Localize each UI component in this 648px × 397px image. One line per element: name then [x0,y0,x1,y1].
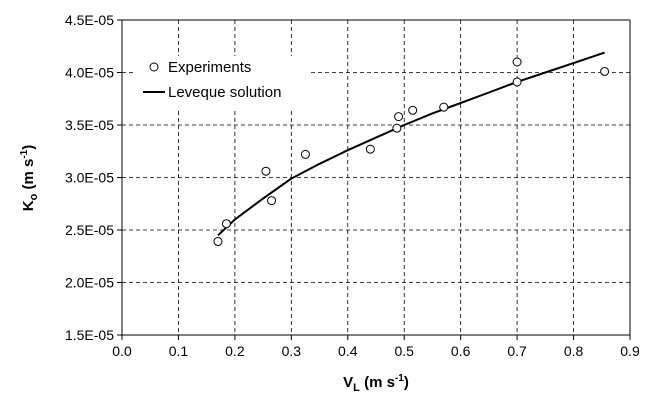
experiment-point [394,112,404,122]
legend-label-experiments: Experiments [168,59,251,76]
y-tick-label: 3.0E-05 [65,170,114,186]
y-tick-label: 4.0E-05 [65,65,114,81]
x-tick-label: 0.6 [451,343,471,359]
x-tick-label: 0.3 [282,343,302,359]
experiment-point [213,237,223,247]
experiment-point [365,144,375,154]
y-tick-label: 3.5E-05 [65,117,114,133]
experiment-point [300,149,310,159]
x-tick-label: 0.4 [338,343,358,359]
x-tick-label: 0.7 [507,343,527,359]
x-tick-label: 0.2 [225,343,245,359]
experiment-point [512,57,522,67]
y-tick-label: 1.5E-05 [65,327,114,343]
x-tick-label: 0.1 [169,343,189,359]
x-tick-label: 0.8 [564,343,584,359]
x-axis-title: VL (m s-1) [343,373,409,394]
experiment-point [267,196,277,206]
y-tick-label: 4.5E-05 [65,12,114,28]
x-tick-label: 0.0 [112,343,132,359]
x-tick-label: 0.9 [620,343,640,359]
y-tick-label: 2.0E-05 [65,275,114,291]
experiment-point [600,66,610,76]
legend-label-leveque: Leveque solution [168,84,281,101]
experiment-point [439,102,449,112]
experiment-point [408,105,418,115]
leveque-solution-line [217,51,605,237]
experiment-point [221,219,231,229]
experiment-point [512,77,522,87]
experiment-point [261,166,271,176]
x-tick-label: 0.5 [394,343,414,359]
legend: Experiments Leveque solution [136,56,311,110]
experiment-point [392,123,402,133]
y-tick-label: 2.5E-05 [65,222,114,238]
series [213,51,610,247]
legend-marker-experiments [149,62,159,72]
axes: 0.0 0.1 0.2 0.3 0.4 0.5 0.6 0.7 0.8 0.9 1.5E-05 2.0… [65,12,640,359]
y-axis-title: Ko (m s-1) [19,145,40,212]
